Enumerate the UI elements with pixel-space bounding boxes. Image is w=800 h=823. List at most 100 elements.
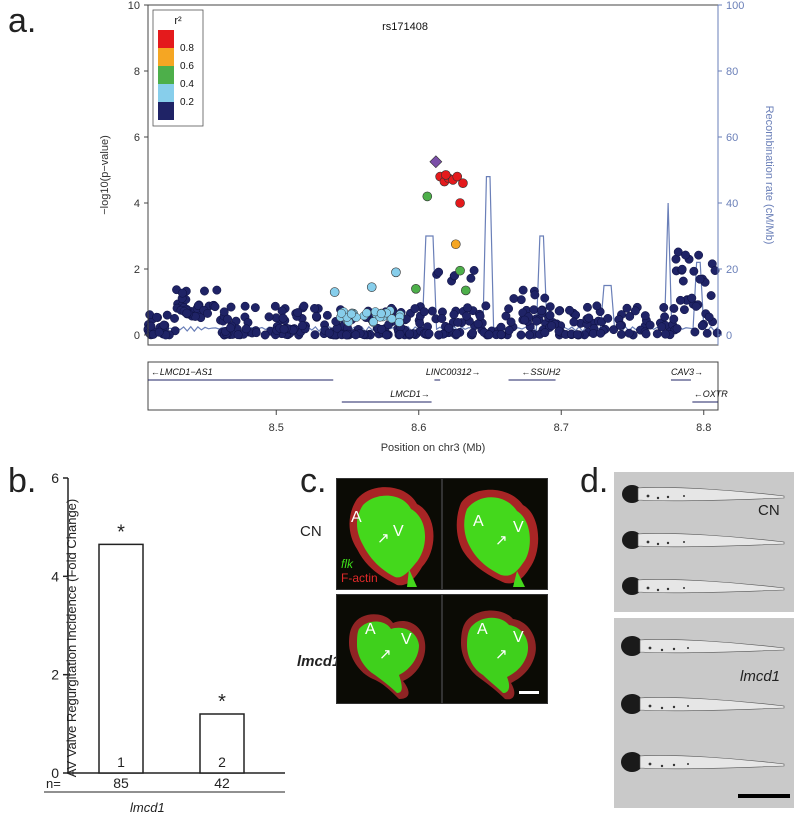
snp-point-highlighted [455,265,465,276]
heart-lmcd1-2-image [461,610,536,700]
larvae-panel-cn: CN [614,472,794,612]
x-axis-ticks: 8.5 8.6 8.7 8.8 [269,410,711,434]
snp-point [675,295,685,305]
snp-point [583,302,592,312]
y-right-tick-label: 40 [726,198,738,210]
snp-point [159,320,169,330]
snp-point-highlighted [391,267,401,278]
gene-track: ←LMCD1−AS1 LINC00312→ ←SSUH2 CAV3→ LMCD1→ ←OX… [148,367,728,403]
snp-point [311,311,321,321]
gene-label: CAV3→ [671,367,703,377]
snp-point [210,302,220,312]
snp-point [603,313,613,323]
panel-c-letter: c. [300,462,327,500]
y-axis-left-ticks: 0 2 4 6 8 10 [128,0,148,342]
snp-point [660,312,670,322]
legend-title: r² [174,15,182,27]
panel-b-letter: b. [8,462,37,500]
snp-point [466,273,476,283]
snp-point [310,330,320,340]
snp-point-highlighted [411,283,421,294]
legend-label: 0.2 [180,97,194,108]
larvae-cn-image [622,485,785,595]
x-tick-label: 8.8 [696,422,711,434]
scale-bar [738,794,790,798]
row-label-lmcd1: lmcd1 [297,653,341,670]
x-tick-label: 8.7 [554,422,569,434]
micrograph-cn-1: A V ↗ flk F-actin [336,478,442,590]
y-axis-right-label: Recombination rate (cM/Mb) [763,106,775,245]
significance-marker: * [218,691,226,713]
snp-point [182,308,192,318]
snp-point [532,316,541,326]
lead-snp-marker [429,155,443,169]
snp-point-highlighted [460,285,471,296]
snp-point [678,276,688,286]
snp-point-highlighted [450,239,461,250]
snp-point [223,314,233,324]
snp-point [681,250,690,260]
snp-point [506,317,516,327]
y-left-tick-label: 2 [134,264,140,276]
snp-point [240,301,250,311]
arrow-marker: ↗ [495,646,508,663]
snp-point [322,310,332,320]
snp-point-ld-low [347,309,356,319]
snp-point [260,330,270,340]
snp-point [419,307,429,317]
snp-point [694,250,704,260]
larvae-lmcd1-image [621,636,790,798]
bars-group: 1 * 85 2 * 42 [98,521,245,791]
snp-point [592,301,602,311]
snp-point [200,286,209,296]
bar-y-tick-label: 4 [51,568,59,584]
gene-label: LMCD1→ [390,389,430,399]
bar-category-label: 1 [117,754,125,770]
y-left-tick-label: 8 [134,66,140,78]
snp-point [453,317,463,327]
snp-point-highlighted [366,282,377,292]
snp-point [537,306,547,316]
arrow-marker: ↗ [379,646,392,663]
stain-label-flk: flk [341,557,353,571]
snp-point [565,305,574,315]
group-label: lmcd1 [130,800,165,815]
snp-point [449,310,459,320]
snp-point [279,324,289,334]
snp-point [469,266,479,275]
snp-point [702,328,712,338]
snp-point [452,329,462,339]
ventricle-label: V [393,523,404,540]
snp-point [405,329,415,339]
snp-point [382,330,392,340]
snp-point [146,321,156,331]
atrium-label: A [473,513,484,530]
snp-point [615,321,625,330]
legend-swatch [158,102,174,120]
arrow-marker: ↗ [495,532,508,549]
snp-point-ld-low [394,317,404,327]
group-label-lmcd1: lmcd1 [740,668,781,685]
snp-point [547,321,557,331]
n-value: 42 [214,775,230,791]
snp-point [545,310,555,320]
snp-point [297,321,307,331]
snp-point [154,327,164,337]
gene-label: ←SSUH2 [521,367,560,377]
snp-point [225,323,235,333]
scale-bar [519,691,539,694]
snp-point [233,330,243,340]
snp-point [540,328,550,338]
snp-point [484,330,494,340]
snp-point [672,324,682,334]
snp-point [624,328,634,338]
atrium-label: A [477,621,488,638]
snp-point [424,329,434,339]
snp-point [504,304,514,314]
legend-swatch [158,30,174,48]
snp-point-highlighted [452,171,463,182]
snp-point [657,322,667,332]
snp-point [569,317,579,327]
snp-point [524,330,534,340]
snp-point-highlighted [329,287,340,297]
